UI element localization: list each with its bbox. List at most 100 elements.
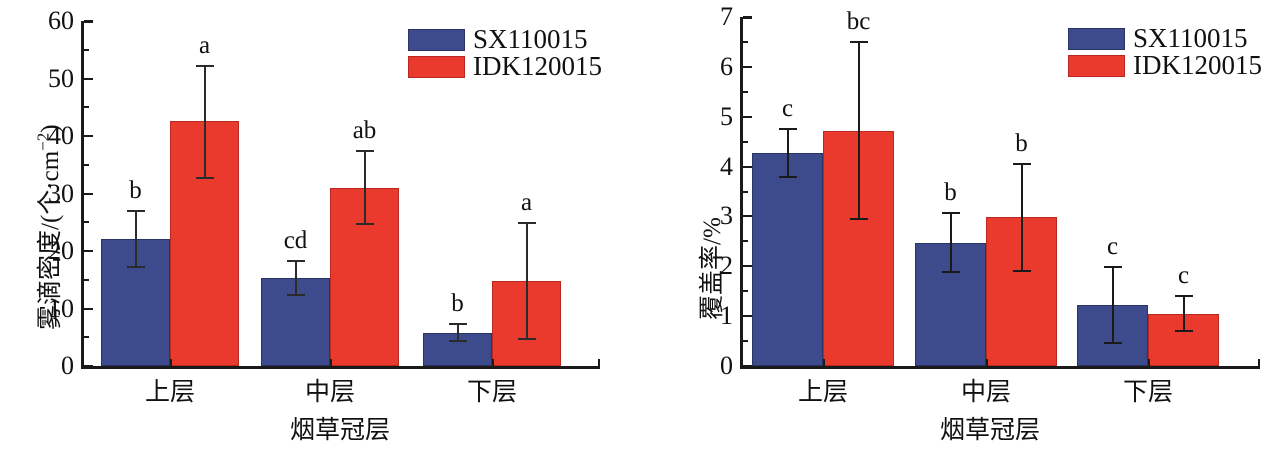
error-bar-cap-upper bbox=[1012, 162, 1031, 165]
error-bar-cap-upper bbox=[126, 209, 145, 212]
y-tick-major bbox=[743, 65, 752, 68]
error-bar bbox=[986, 162, 1057, 273]
legend-item-idk120015[interactable]: IDK120015 bbox=[408, 53, 602, 80]
error-bar bbox=[101, 209, 170, 269]
legend-label-idk120015: IDK120015 bbox=[1133, 50, 1262, 80]
y-tick-minor bbox=[84, 163, 89, 166]
error-bar-stem bbox=[456, 323, 459, 343]
x-tick-label-0: 上层 bbox=[144, 379, 195, 406]
error-bar bbox=[170, 64, 239, 179]
legend-item-idk120015[interactable]: IDK120015 bbox=[1068, 52, 1262, 79]
y-tick-label: 0 bbox=[720, 351, 733, 380]
y-tick-major bbox=[84, 135, 93, 137]
significance-letter: cd bbox=[283, 227, 308, 255]
significance-letter: b bbox=[944, 179, 957, 207]
x-tick bbox=[330, 359, 332, 366]
y-tick-label: 3 bbox=[720, 201, 733, 231]
y-tick-minor bbox=[84, 278, 89, 281]
y-tick-minor bbox=[743, 40, 748, 43]
error-bar-stem bbox=[203, 64, 206, 179]
error-bar-stem bbox=[1111, 265, 1114, 344]
error-bar-cap-lower bbox=[355, 222, 374, 225]
error-bar-cap-lower bbox=[126, 266, 145, 269]
y-tick-major bbox=[743, 265, 752, 268]
error-bar-cap-lower bbox=[1103, 341, 1122, 344]
y-tick-label: 0 bbox=[61, 351, 74, 380]
y-tick-label: 20 bbox=[48, 236, 74, 265]
legend-swatch-sx110015 bbox=[408, 28, 465, 51]
error-bar-stem bbox=[857, 40, 860, 220]
bar-sx110015-0 bbox=[101, 238, 170, 366]
error-bar-cap-upper bbox=[1174, 295, 1193, 298]
y-tick-minor bbox=[743, 290, 748, 293]
y-tick-label: 60 bbox=[48, 6, 74, 35]
legend: SX110015 IDK120015 bbox=[408, 26, 602, 80]
y-tick-minor bbox=[743, 340, 748, 343]
x-tick bbox=[1148, 359, 1150, 366]
legend-label-sx110015: SX110015 bbox=[473, 24, 588, 54]
significance-letter: bc bbox=[846, 7, 871, 35]
error-bar-cap-upper bbox=[517, 222, 536, 225]
error-bar-stem bbox=[525, 222, 528, 341]
error-bar-cap-lower bbox=[849, 217, 868, 220]
y-tick-label: 4 bbox=[720, 151, 733, 181]
error-bar bbox=[823, 40, 894, 220]
legend-item-sx110015[interactable]: SX110015 bbox=[408, 26, 602, 53]
legend-item-sx110015[interactable]: SX110015 bbox=[1068, 25, 1262, 52]
y-tick-major bbox=[743, 315, 752, 318]
x-tick bbox=[823, 359, 825, 366]
significance-letter: a bbox=[198, 31, 211, 59]
error-bar bbox=[492, 222, 561, 341]
y-tick-major bbox=[84, 20, 93, 22]
error-bar-cap-upper bbox=[778, 127, 797, 130]
x-tick-label-2: 下层 bbox=[1122, 379, 1173, 406]
y-tick-label: 40 bbox=[48, 121, 74, 150]
significance-letter: a bbox=[520, 189, 533, 217]
error-bar-cap-lower bbox=[778, 175, 797, 178]
y-axis-top-cap bbox=[743, 17, 752, 19]
x-axis-line bbox=[740, 366, 1260, 369]
y-tick-minor bbox=[84, 106, 89, 109]
y-tick-label: 2 bbox=[720, 251, 733, 281]
y-tick-label: 10 bbox=[48, 293, 74, 323]
error-bar-cap-upper bbox=[849, 40, 868, 43]
y-tick-minor bbox=[743, 240, 748, 243]
error-bar-cap-upper bbox=[355, 149, 374, 152]
error-bar-cap-lower bbox=[517, 338, 536, 341]
error-bar-cap-lower bbox=[286, 294, 305, 297]
error-bar bbox=[261, 260, 330, 297]
error-bar-cap-lower bbox=[941, 271, 960, 274]
error-bar bbox=[1148, 295, 1219, 333]
y-axis-title: 雾滴密度/(个·cm−2) bbox=[33, 124, 64, 330]
legend-swatch-sx110015 bbox=[1068, 27, 1125, 50]
y-tick-major bbox=[743, 16, 752, 18]
error-bar-cap-upper bbox=[448, 323, 467, 326]
legend-label-sx110015: SX110015 bbox=[1133, 23, 1248, 53]
error-bar-stem bbox=[1020, 162, 1023, 273]
y-tick-label: 7 bbox=[720, 2, 733, 31]
error-bar bbox=[915, 212, 986, 274]
y-tick-major bbox=[84, 77, 93, 80]
x-axis-line bbox=[81, 366, 600, 369]
y-axis-line bbox=[81, 21, 84, 369]
error-bar-stem bbox=[134, 209, 137, 269]
y-tick-major bbox=[84, 365, 93, 367]
error-bar-cap-upper bbox=[941, 212, 960, 215]
x-tick bbox=[492, 359, 494, 366]
y-tick-minor bbox=[743, 90, 748, 93]
error-bar-stem bbox=[786, 127, 789, 178]
chart-panel-coverage-rate: 0 1 2 3 4 5 6 7 覆盖率/% c bc 上层 b b 中层 c c 下层 烟草冠层 SX110015 ID… bbox=[640, 0, 1280, 459]
y-tick-major bbox=[84, 250, 93, 252]
significance-letter: b bbox=[129, 176, 142, 204]
y-axis-title: 覆盖率/% bbox=[699, 217, 726, 320]
x-tick-label-0: 上层 bbox=[797, 379, 848, 406]
significance-letter: b bbox=[1015, 129, 1028, 157]
legend-label-idk120015: IDK120015 bbox=[473, 51, 602, 81]
y-axis-line bbox=[740, 17, 743, 369]
x-tick bbox=[986, 359, 988, 366]
legend-swatch-idk120015 bbox=[408, 55, 465, 78]
error-bar-stem bbox=[949, 212, 952, 274]
y-tick-minor bbox=[84, 221, 89, 224]
error-bar-stem bbox=[294, 260, 297, 297]
